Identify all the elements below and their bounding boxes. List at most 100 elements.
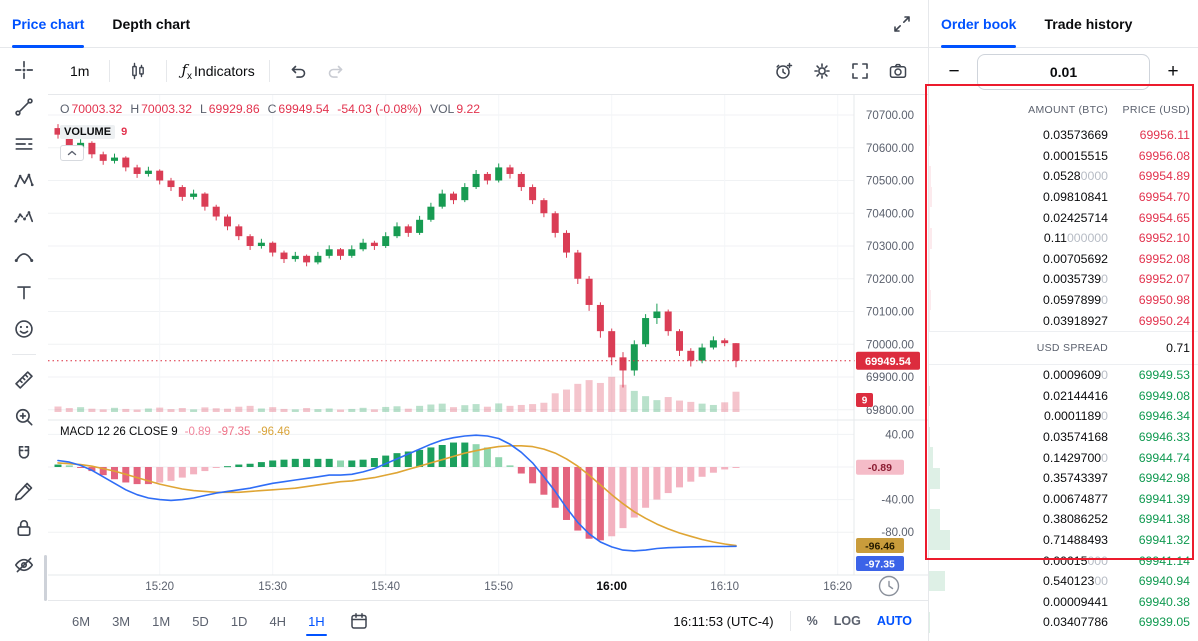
tab-order-book[interactable]: Order book	[941, 0, 1017, 48]
percent-scale-button[interactable]: %	[806, 614, 818, 628]
tool-edit-pencil-button[interactable]	[8, 477, 40, 505]
order-book-bid-row[interactable]: 0.03407786 69939.05	[929, 612, 1198, 633]
tab-depth-chart[interactable]: Depth chart	[112, 15, 191, 32]
order-amount: 0.03574168	[1043, 430, 1108, 445]
price-alert-button[interactable]	[770, 57, 798, 85]
alarm-add-icon	[776, 62, 793, 79]
rail-scrollbar[interactable]	[44, 555, 47, 601]
order-price: 69940.38	[1138, 594, 1190, 609]
asks-list: 0.03573669 69956.11 0.00015515 69956.08 0.05…	[929, 125, 1198, 331]
tool-crosshair-button[interactable]	[8, 56, 40, 84]
price-axis-label: 70300.00	[866, 241, 914, 253]
order-book-ask-row[interactable]: 0.05280000 69954.89	[929, 166, 1198, 187]
tool-emoji-button[interactable]	[8, 315, 40, 343]
tab-price-chart[interactable]: Price chart	[12, 0, 85, 48]
increase-aggregation-button[interactable]: +	[1167, 60, 1179, 82]
order-book-bid-row[interactable]: 0.03574168 69946.33	[929, 426, 1198, 448]
aggregation-value[interactable]: 0.01	[977, 53, 1150, 90]
expand-chart-button[interactable]	[888, 10, 916, 38]
order-book-ask-row[interactable]: 0.00705692 69952.08	[929, 248, 1198, 270]
order-amount: 0.38086252	[1043, 512, 1108, 527]
chart-canvas[interactable]: 70700.00 70600.00 70500.00 70400.00 70300.00…	[48, 95, 928, 600]
svg-text:-96.46: -96.46	[865, 541, 895, 553]
indicators-button[interactable]: ƒx Indicators	[181, 61, 254, 82]
order-book-panel: Order book Trade history − 0.01 + AMOUNT…	[928, 0, 1198, 641]
timeframe-button[interactable]: 1m	[70, 63, 90, 79]
order-book-bid-row[interactable]: 0.38086252 69941.38	[929, 509, 1198, 530]
tool-zoom-in-button[interactable]	[8, 403, 40, 431]
range-1d-button[interactable]: 1D	[230, 613, 248, 629]
hide-drawings-icon	[14, 557, 34, 573]
tab-trade-history[interactable]: Trade history	[1044, 15, 1133, 32]
screenshot-button[interactable]	[884, 57, 912, 85]
auto-scale-button[interactable]: AUTO	[876, 614, 912, 628]
order-price: 69954.89	[1138, 169, 1190, 184]
range-5d-button[interactable]: 5D	[192, 613, 209, 629]
goto-date-button[interactable]	[345, 607, 373, 635]
order-book-bid-row[interactable]: 0.14297000 69944.74	[929, 447, 1198, 468]
order-book-bid-row[interactable]: 0.00011890 69946.34	[929, 406, 1198, 427]
macd-hist-badge	[856, 459, 904, 475]
order-book-bid-row[interactable]: 0.54012300 69940.94	[929, 570, 1198, 592]
rail-divider	[12, 354, 36, 355]
tool-hide-drawings-button[interactable]	[8, 551, 40, 579]
order-amount: 0.71488493	[1043, 532, 1108, 547]
price-axis-label: 70700.00	[866, 110, 914, 122]
tool-elliott-wave-button[interactable]	[8, 204, 40, 232]
candle-style-button[interactable]	[124, 57, 152, 85]
order-book-ask-row[interactable]: 0.02425714 69954.65	[929, 207, 1198, 228]
order-amount: 0.11000000	[1043, 231, 1108, 246]
macd-indicator-label: MACD 12 26 CLOSE 9 -0.89 -97.35 -96.46	[60, 426, 291, 438]
order-book-bid-row[interactable]: 0.71488493 69941.32	[929, 529, 1198, 551]
range-3m-button[interactable]: 3M	[112, 613, 131, 629]
order-price: 69941.38	[1138, 512, 1190, 527]
order-book-bid-row[interactable]: 0.00009441 69940.38	[929, 591, 1198, 612]
fullscreen-button[interactable]	[846, 57, 874, 85]
depth-bar	[929, 612, 930, 633]
chart-settings-button[interactable]	[808, 57, 836, 85]
tool-curve-button[interactable]	[8, 241, 40, 269]
chart-tabs-row: Price chart Depth chart	[0, 0, 928, 48]
undo-button[interactable]	[284, 57, 312, 85]
tool-ruler-button[interactable]	[8, 366, 40, 394]
order-price: 69939.05	[1138, 615, 1190, 630]
clock-readout[interactable]: 16:11:53 (UTC-4)	[673, 613, 774, 629]
order-book-bid-row[interactable]: 0.00015000 69941.14	[929, 550, 1198, 571]
order-book-ask-row[interactable]: 0.05978990 69950.98	[929, 289, 1198, 311]
depth-bar	[929, 570, 946, 592]
order-amount: 0.00357390	[1043, 272, 1108, 287]
order-book-ask-row[interactable]: 0.03918927 69950.24	[929, 310, 1198, 331]
order-book-ask-row[interactable]: 0.11000000 69952.10	[929, 227, 1198, 249]
order-book-bid-row[interactable]: 0.02144416 69949.08	[929, 385, 1198, 407]
collapse-volume-button[interactable]	[60, 145, 84, 161]
order-price: 69941.14	[1138, 553, 1190, 568]
range-1h-button[interactable]: 1H	[306, 601, 327, 641]
macd-signal-badge	[856, 538, 904, 553]
realtime-button[interactable]	[878, 575, 900, 597]
tool-horizontal-lines-button[interactable]	[8, 130, 40, 158]
range-1m-button[interactable]: 1M	[152, 613, 171, 629]
bids-list: 0.00096090 69949.53 0.02144416 69949.08 0.00…	[929, 365, 1198, 633]
order-book-ask-row[interactable]: 0.00357390 69952.07	[929, 269, 1198, 290]
order-book-ask-row[interactable]: 0.09810841 69954.70	[929, 186, 1198, 208]
order-book-ask-row[interactable]: 0.03573669 69956.11	[929, 125, 1198, 146]
order-book-bid-row[interactable]: 0.00096090 69949.53	[929, 365, 1198, 386]
tool-trend-line-button[interactable]	[8, 93, 40, 121]
time-axis-label: 15:20	[145, 581, 174, 593]
decrease-aggregation-button[interactable]: −	[948, 60, 960, 82]
order-book-bid-row[interactable]: 0.35743397 69942.98	[929, 467, 1198, 489]
range-4h-button[interactable]: 4H	[269, 613, 287, 629]
tool-lock-button[interactable]	[8, 514, 40, 542]
order-price: 69956.11	[1139, 128, 1190, 143]
log-scale-button[interactable]: LOG	[833, 614, 861, 628]
range-6m-button[interactable]: 6M	[72, 613, 91, 629]
tool-xabcd-pattern-button[interactable]	[8, 167, 40, 195]
tool-text-button[interactable]	[8, 278, 40, 306]
redo-button[interactable]	[322, 57, 350, 85]
order-book-ask-row[interactable]: 0.00015515 69956.08	[929, 146, 1198, 167]
order-price: 69956.08	[1138, 148, 1190, 163]
order-amount: 0.05280000	[1043, 169, 1108, 184]
tool-magnet-button[interactable]	[8, 440, 40, 468]
order-book-bid-row[interactable]: 0.00674877 69941.39	[929, 488, 1198, 510]
macd-axis-label: -40.00	[881, 495, 914, 507]
